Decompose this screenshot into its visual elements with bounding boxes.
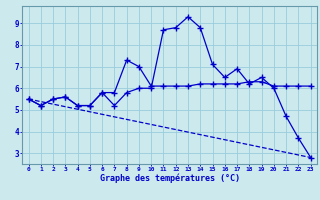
X-axis label: Graphe des températures (°C): Graphe des températures (°C) (100, 174, 240, 183)
